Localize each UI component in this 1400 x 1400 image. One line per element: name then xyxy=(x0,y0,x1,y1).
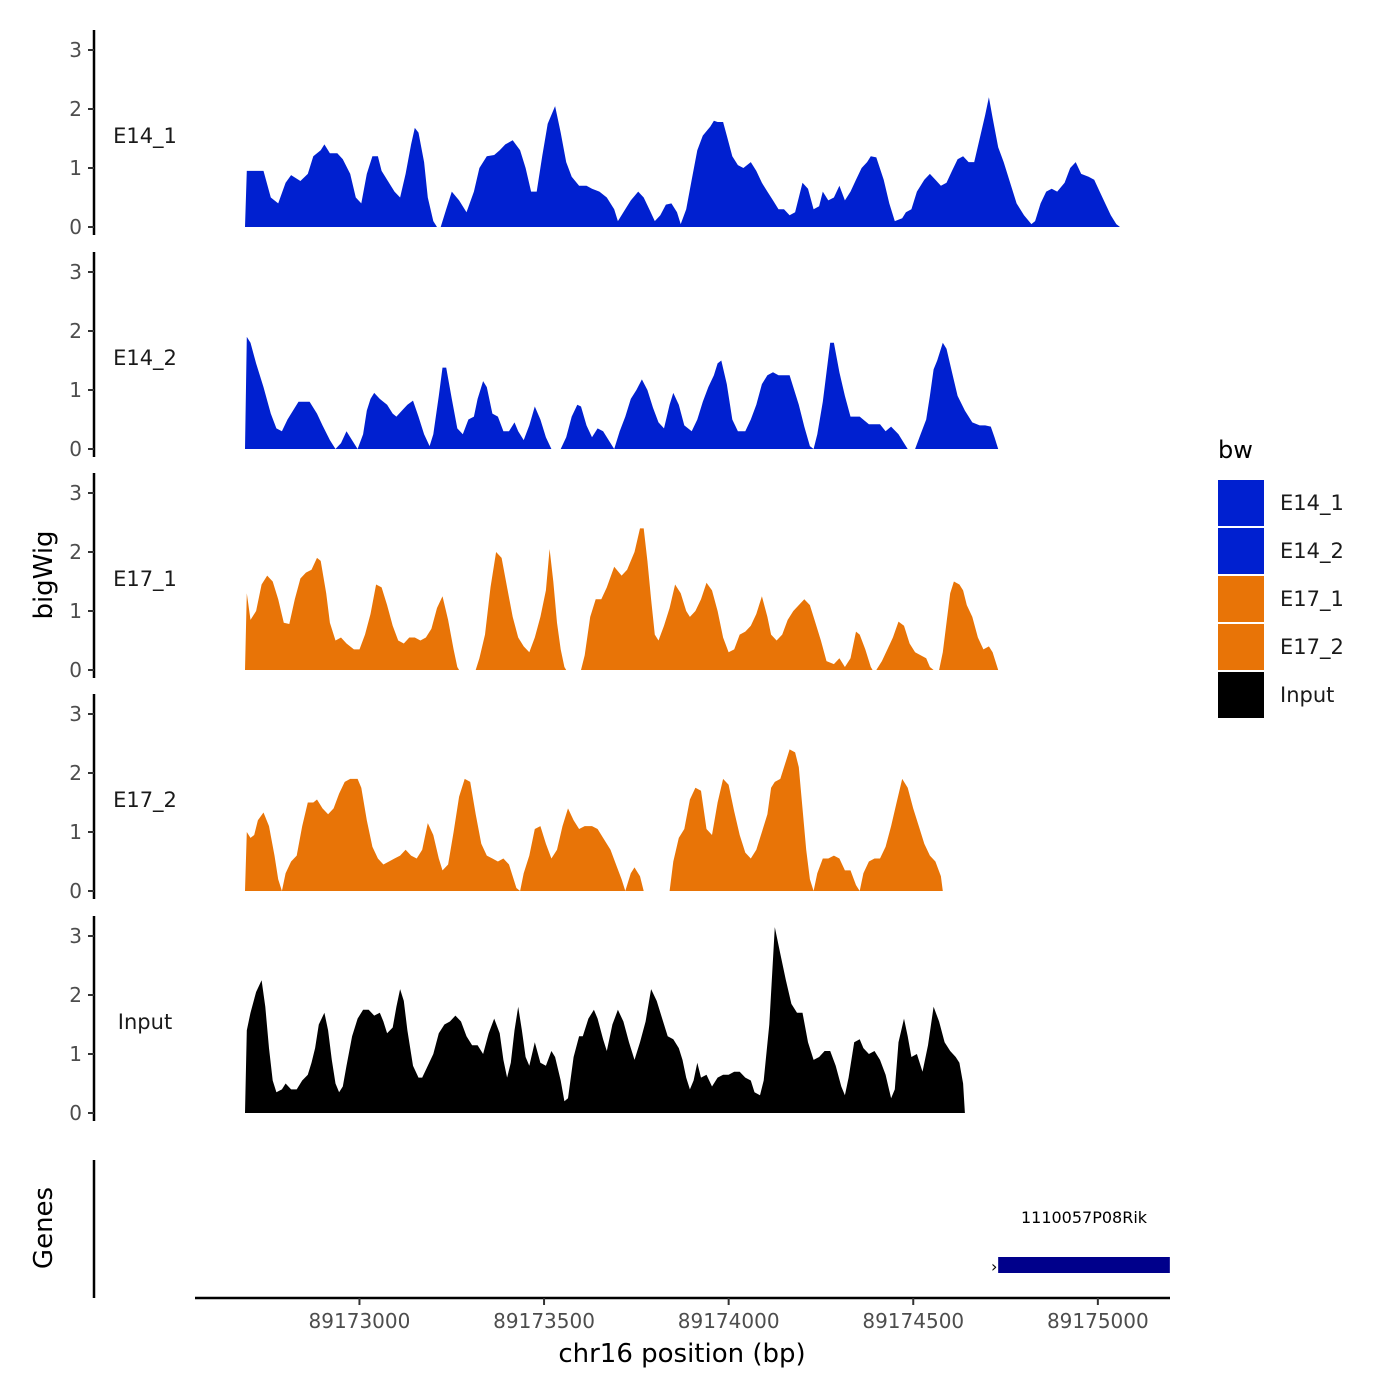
genes-track: › 1110057P08Rik xyxy=(92,1160,1170,1298)
track-input: 0 1 2 3 Input xyxy=(69,916,965,1125)
signal-area-e17_2 xyxy=(245,749,943,891)
legend-label: Input xyxy=(1280,683,1334,707)
legend-item: E17_2 xyxy=(1218,624,1344,670)
y-tick-label: 0 xyxy=(69,215,82,239)
y-tick-label: 1 xyxy=(69,156,82,180)
signal-tracks: 0 1 2 3 E14_1 0 1 2 3 E14_2 0 1 2 3 E17_1 0 1 2 3 E17_2 0 1 2 3… xyxy=(69,30,1120,1125)
y-tick-label: 1 xyxy=(69,599,82,623)
x-axis: 89173000 89173500 89174000 89174500 89175000 xyxy=(195,1296,1170,1333)
signal-area-e14_1 xyxy=(245,97,1120,227)
legend-swatch xyxy=(1218,624,1264,670)
x-tick-label: 89175000 xyxy=(1047,1309,1149,1333)
x-tick-label: 89173000 xyxy=(309,1309,411,1333)
genes-track-title: Genes xyxy=(29,1187,59,1269)
legend-label: E14_2 xyxy=(1280,539,1344,564)
signal-area-e17_1 xyxy=(245,528,999,670)
y-tick-label: 3 xyxy=(69,260,82,284)
legend-swatch xyxy=(1218,672,1264,718)
legend-label: E14_1 xyxy=(1280,491,1344,516)
legend: bw E14_1 E14_2 E17_1 E17_2 Input xyxy=(1218,436,1344,718)
track-label: Input xyxy=(118,1010,172,1034)
y-tick-label: 0 xyxy=(69,437,82,461)
y-tick-label: 2 xyxy=(69,540,82,564)
y-tick-label: 3 xyxy=(69,702,82,726)
y-tick-label: 3 xyxy=(69,924,82,948)
signal-area-input xyxy=(245,927,965,1113)
signal-area-e14_2 xyxy=(245,336,999,449)
gene-strand-icon: › xyxy=(991,1257,997,1276)
y-tick-label: 1 xyxy=(69,1042,82,1066)
x-tick-label: 89174000 xyxy=(678,1309,780,1333)
legend-label: E17_1 xyxy=(1280,587,1344,612)
track-e14_2: 0 1 2 3 E14_2 xyxy=(69,252,999,461)
y-tick-label: 1 xyxy=(69,820,82,844)
y-tick-label: 3 xyxy=(69,481,82,505)
legend-label: E17_2 xyxy=(1280,635,1344,660)
x-axis-title: chr16 position (bp) xyxy=(558,1339,805,1369)
y-tick-label: 2 xyxy=(69,983,82,1007)
track-e17_2: 0 1 2 3 E17_2 xyxy=(69,694,943,903)
gene-name-label: 1110057P08Rik xyxy=(1021,1208,1148,1227)
y-tick-label: 0 xyxy=(69,658,82,682)
y-tick-label: 2 xyxy=(69,761,82,785)
gene-body xyxy=(998,1257,1170,1273)
track-label: E14_1 xyxy=(113,124,177,149)
track-label: E14_2 xyxy=(113,346,177,371)
y-tick-label: 1 xyxy=(69,378,82,402)
legend-swatch xyxy=(1218,576,1264,622)
legend-item: E14_1 xyxy=(1218,480,1344,526)
legend-item: E14_2 xyxy=(1218,528,1344,574)
legend-item: E17_1 xyxy=(1218,576,1344,622)
y-tick-label: 2 xyxy=(69,319,82,343)
legend-title: bw xyxy=(1218,436,1253,464)
x-tick-label: 89173500 xyxy=(493,1309,595,1333)
track-label: E17_1 xyxy=(113,567,177,592)
x-tick-label: 89174500 xyxy=(862,1309,964,1333)
track-label: E17_2 xyxy=(113,788,177,813)
legend-swatch xyxy=(1218,528,1264,574)
legend-item: Input xyxy=(1218,672,1334,718)
y-tick-label: 0 xyxy=(69,1101,82,1125)
y-axis-title: bigWig xyxy=(29,530,59,619)
y-tick-label: 2 xyxy=(69,97,82,121)
track-e17_1: 0 1 2 3 E17_1 xyxy=(69,473,999,682)
legend-swatch xyxy=(1218,480,1264,526)
y-tick-label: 3 xyxy=(69,38,82,62)
y-tick-label: 0 xyxy=(69,879,82,903)
track-e14_1: 0 1 2 3 E14_1 xyxy=(69,30,1120,239)
